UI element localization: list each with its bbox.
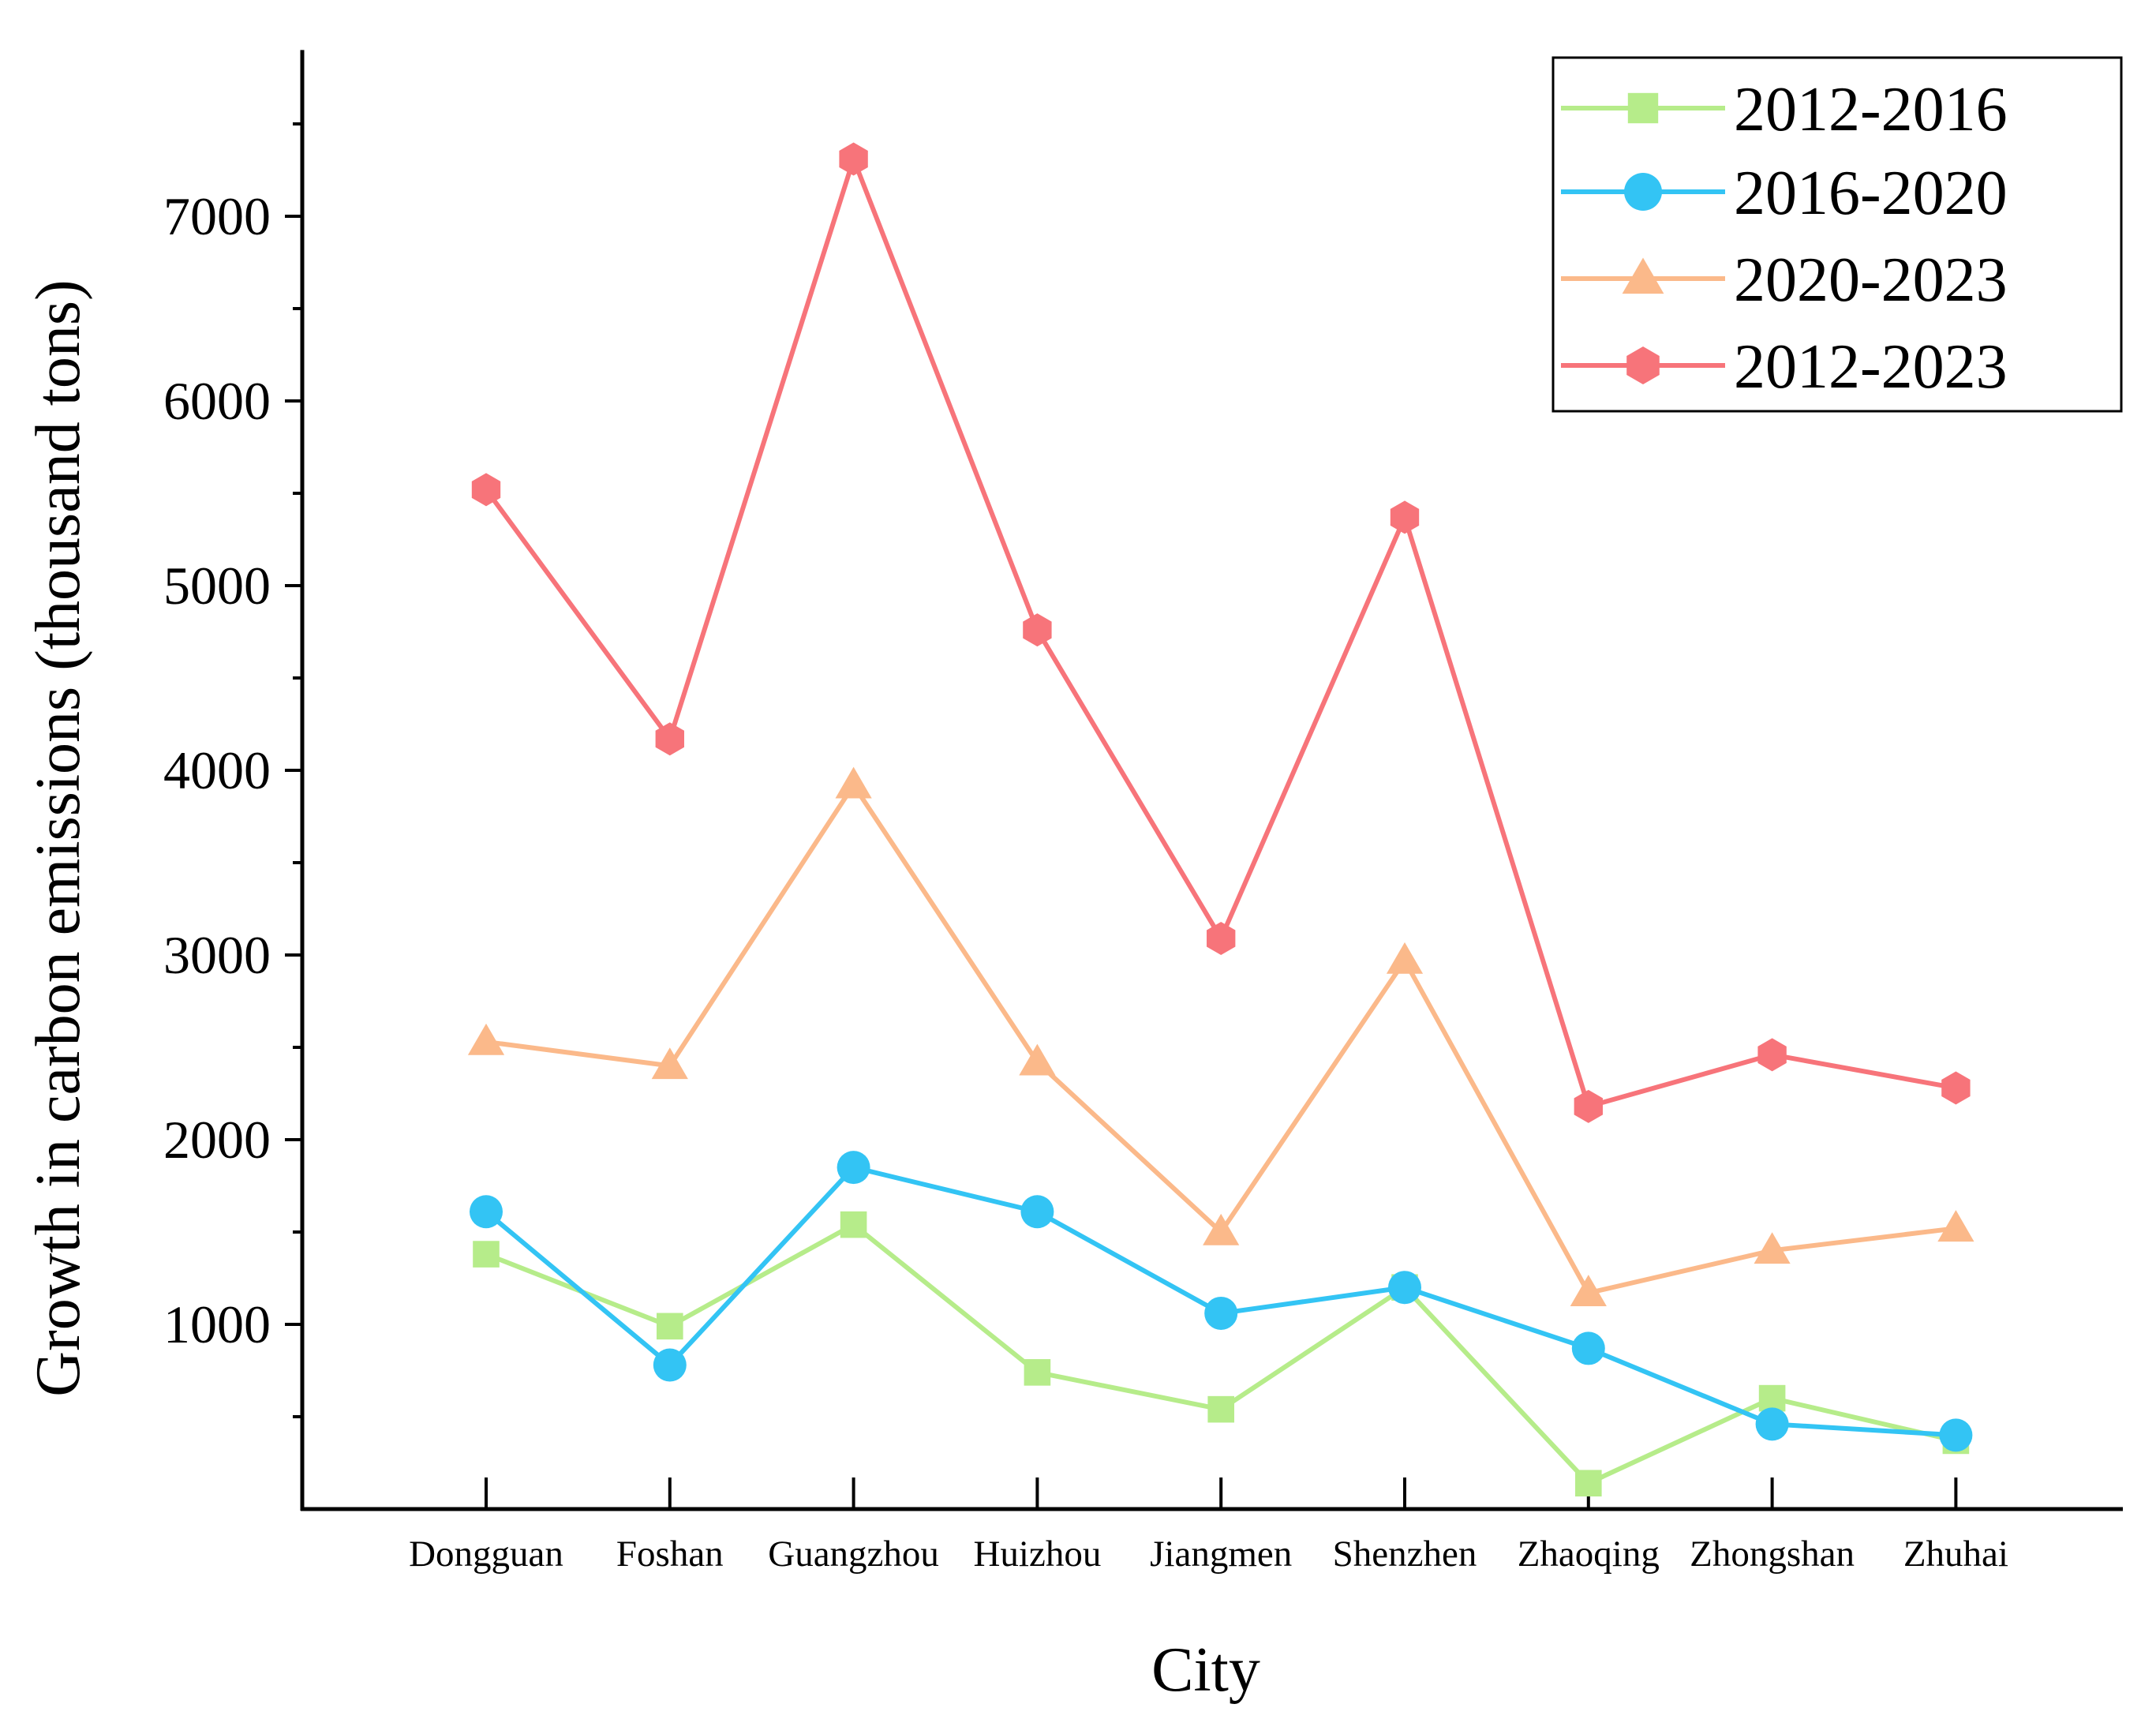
data-point: [473, 1241, 500, 1268]
data-point: [1023, 613, 1052, 647]
data-point: [1755, 1407, 1789, 1441]
data-point: [1203, 1213, 1240, 1245]
data-point: [1570, 1275, 1607, 1306]
data-point: [1020, 1195, 1054, 1229]
data-point: [1204, 1296, 1238, 1330]
data-point: [1390, 500, 1420, 534]
y-tick-label: 1000: [163, 1294, 271, 1354]
y-axis-title: Growth in carbon emissions (thousand ton…: [24, 279, 93, 1396]
data-point: [470, 1195, 503, 1229]
data-point: [837, 1151, 870, 1185]
series-2016-2020: [470, 1151, 1973, 1452]
legend-label: 2016-2020: [1734, 159, 2008, 228]
data-point: [655, 722, 684, 756]
plot-area: 1000 2000 3000 4000 5000 6000 7000 Dongguan Fosh…: [163, 50, 2123, 1575]
data-point: [657, 1313, 683, 1340]
legend-item: 2012-2023: [1561, 332, 2008, 402]
data-point: [1758, 1384, 1786, 1412]
legend-marker: [1627, 92, 1659, 124]
x-tick-label: Jiangmen: [1150, 1534, 1292, 1575]
legend-marker: [1622, 257, 1664, 294]
x-tick-label: Zhongshan: [1690, 1534, 1855, 1575]
legend-marker: [1626, 346, 1660, 384]
legend-item: 2016-2020: [1561, 159, 2008, 228]
data-point: [1386, 942, 1424, 974]
data-point: [1937, 1210, 1974, 1242]
series-layer: [467, 142, 1974, 1497]
data-point: [1019, 1043, 1056, 1076]
legend-label: 2020-2023: [1734, 245, 2008, 315]
y-tick-label: 6000: [163, 371, 271, 431]
data-point: [467, 1023, 505, 1055]
data-point: [1939, 1418, 1973, 1452]
legend-marker: [1624, 173, 1662, 211]
data-point: [651, 1047, 688, 1080]
x-tick-label: Zhaoqing: [1518, 1534, 1660, 1575]
data-point: [1757, 1038, 1787, 1072]
data-point: [1941, 1071, 1971, 1105]
series-2012-2016: [473, 1211, 1970, 1497]
series-2012-2023: [471, 142, 1971, 1123]
data-point: [1207, 921, 1236, 955]
data-point: [840, 1211, 867, 1238]
legend: 2012-2016 2016-2020 2020-2023 2012-2023: [1551, 56, 2123, 413]
data-point: [1574, 1089, 1603, 1123]
data-point: [1024, 1359, 1051, 1386]
data-point: [1575, 1470, 1602, 1497]
legend-item: 2012-2016: [1561, 75, 2008, 144]
x-tick-label: Zhuhai: [1903, 1534, 2008, 1575]
x-tick-label: Shenzhen: [1333, 1534, 1477, 1575]
y-tick-label: 4000: [163, 740, 271, 800]
series-line: [485, 1222, 1957, 1486]
y-tick-label: 3000: [163, 925, 271, 985]
x-axis-title: City: [1151, 1635, 1260, 1705]
legend-item: 2020-2023: [1561, 245, 2008, 315]
y-tick-label: 2000: [163, 1110, 271, 1170]
x-tick-label: Huizhou: [973, 1534, 1101, 1575]
series-2020-2023: [467, 766, 1974, 1306]
x-tick-label: Foshan: [616, 1534, 724, 1575]
y-tick-label: 5000: [163, 556, 271, 616]
legend-label: 2012-2016: [1734, 75, 2008, 144]
x-tick-label: Guangzhou: [768, 1534, 939, 1575]
data-point: [1754, 1232, 1791, 1264]
y-tick-label: 7000: [163, 186, 271, 246]
data-point: [1571, 1331, 1605, 1365]
data-point: [653, 1348, 687, 1382]
data-point: [1207, 1395, 1234, 1423]
x-tick-label: Dongguan: [409, 1534, 563, 1575]
data-point: [1388, 1271, 1421, 1305]
data-point: [835, 766, 872, 799]
data-point: [471, 473, 501, 507]
legend-label: 2012-2023: [1734, 332, 2008, 402]
data-point: [839, 142, 868, 176]
